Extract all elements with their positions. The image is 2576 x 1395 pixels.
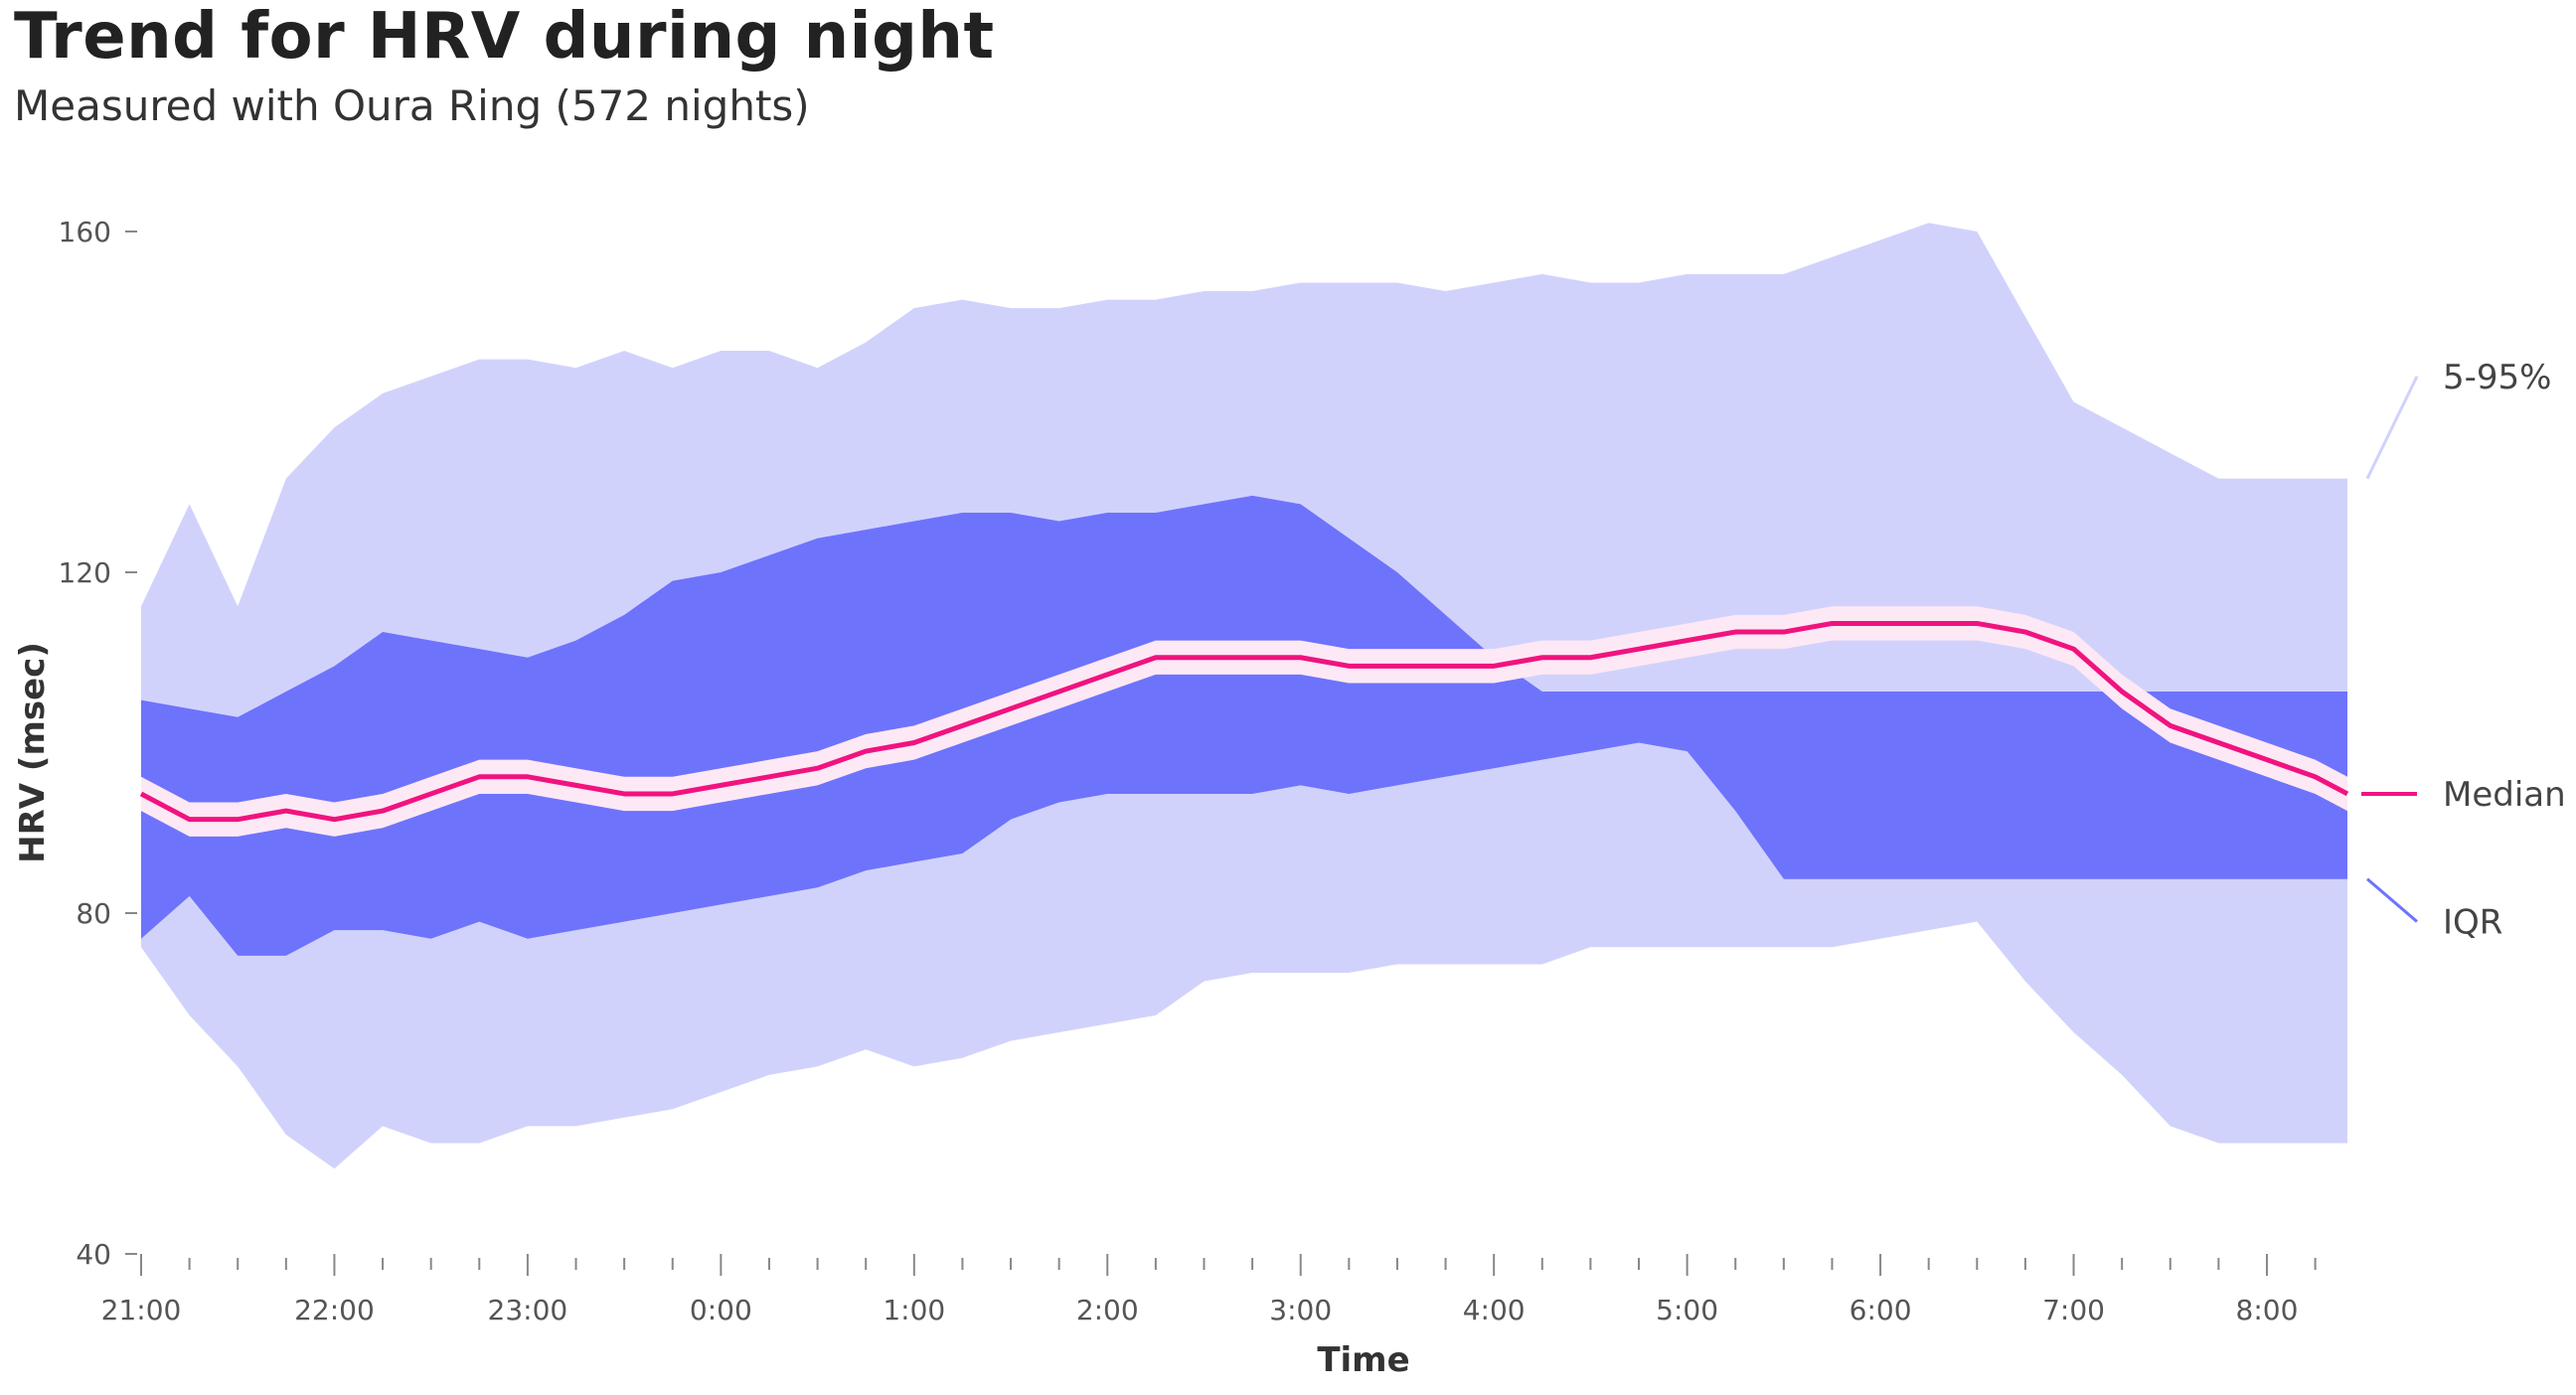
x-axis-title: Time: [1317, 1340, 1409, 1380]
legend-label-median: Median: [2443, 775, 2566, 815]
legend-label-5-95: 5-95%: [2443, 358, 2551, 397]
chart-title: Trend for HRV during night: [14, 0, 995, 74]
legend-label-iqr: IQR: [2443, 903, 2502, 943]
chart-subtitle: Measured with Oura Ring (572 nights): [14, 81, 810, 130]
y-axis: 40 80 120 160: [59, 216, 137, 1271]
x-tick-label: 0:00: [690, 1294, 752, 1326]
x-tick-label: 4:00: [1463, 1294, 1526, 1326]
median-line: [139, 620, 2349, 823]
x-tick-label: 7:00: [2042, 1294, 2105, 1326]
x-tick-label: 2:00: [1076, 1294, 1139, 1326]
x-tick-label: 6:00: [1850, 1294, 1912, 1326]
band-iqr: [141, 495, 2347, 956]
y-axis-title: HRV (msec): [13, 642, 53, 863]
x-tick-label: 3:00: [1269, 1294, 1332, 1326]
y-tick-label: 160: [59, 216, 111, 248]
legend: 5-95% Median IQR: [2361, 358, 2566, 943]
x-tick-label: 5:00: [1656, 1294, 1718, 1326]
y-tick-label: 80: [76, 897, 111, 930]
legend-swatch-iqr: [2366, 877, 2418, 923]
x-tick-label: 22:00: [294, 1294, 375, 1326]
x-tick-label: 23:00: [488, 1294, 568, 1326]
y-tick-label: 120: [59, 556, 111, 589]
y-tick-label: 40: [76, 1238, 111, 1271]
x-tick-label: 8:00: [2236, 1294, 2299, 1326]
x-axis: 21:00 22:00 23:00 0:00 1:00 2:00 3:00 4:00 5:00 6…: [101, 1254, 2317, 1326]
band-median-ci: [141, 606, 2347, 837]
x-tick-label: 1:00: [883, 1294, 945, 1326]
x-tick-label: 21:00: [101, 1294, 182, 1326]
legend-swatch-5-95: [2365, 376, 2419, 480]
